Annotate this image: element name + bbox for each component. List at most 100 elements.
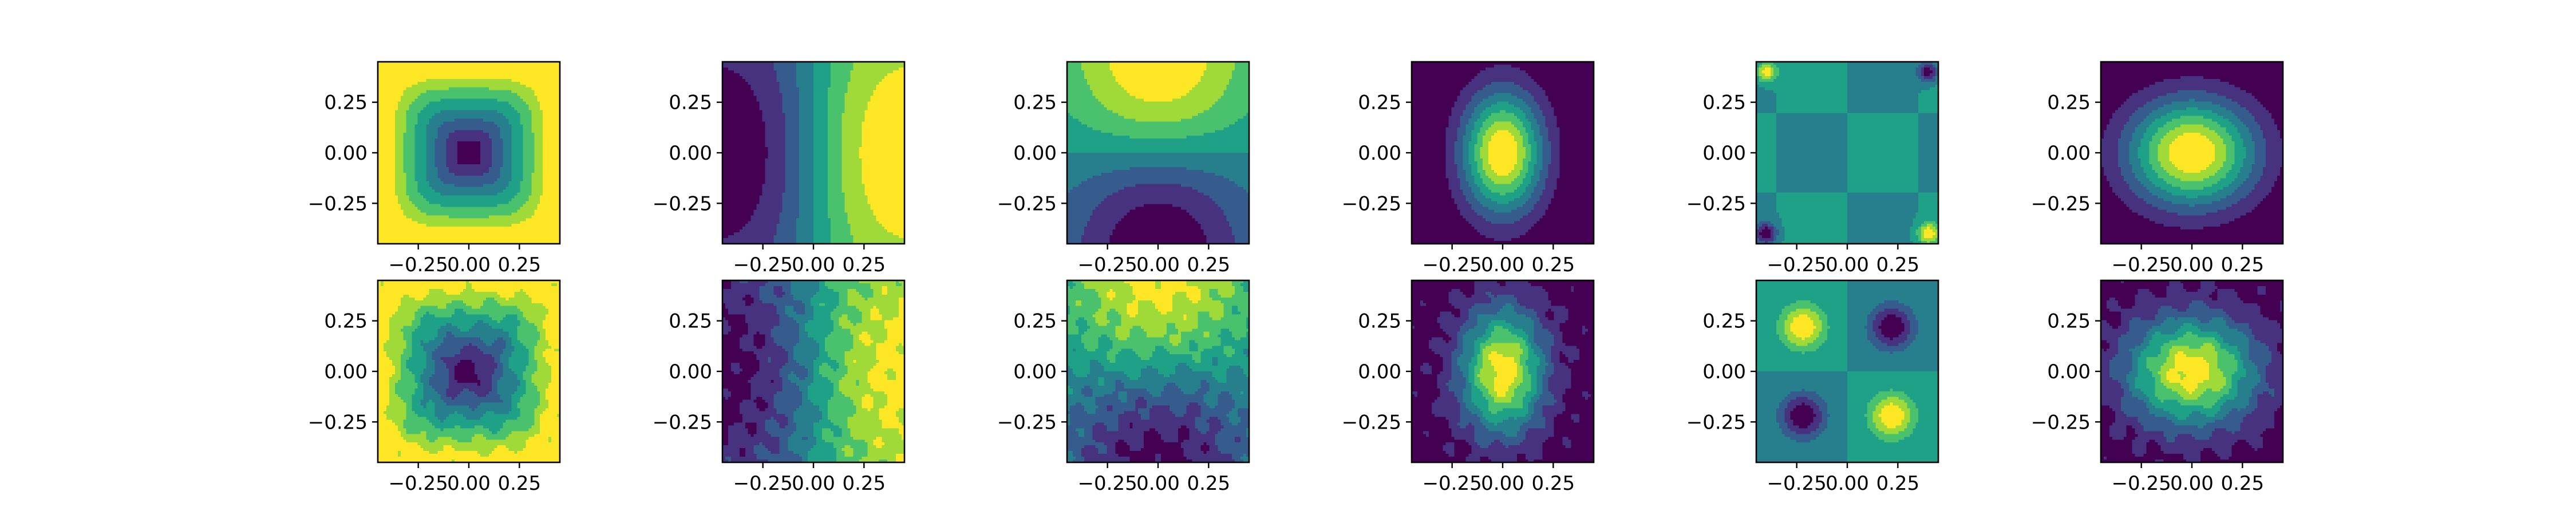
contour-cell [474,189,478,193]
contour-cell [816,98,820,102]
contour-cell [403,90,407,94]
contour-cell [469,221,472,224]
contour-cell [485,209,489,213]
contour-cell [383,76,387,80]
contour-cell [540,76,543,80]
contour-cell [466,172,469,176]
contour-cell [446,175,449,179]
contour-cell [753,64,757,68]
contour-cell [534,224,538,227]
contour-cell [386,198,390,202]
contour-cell [779,64,783,68]
contour-cell [765,93,769,97]
contour-cell [896,76,899,80]
contour-cell [557,153,560,156]
contour-cell [728,62,732,65]
contour-cell [446,90,449,94]
contour-cell [517,178,521,182]
contour-cell [480,104,484,108]
contour-cell [887,62,891,65]
contour-cell [452,84,455,88]
contour-cell [511,127,515,130]
contour-cell [497,158,501,162]
contour-cell [460,70,464,74]
contour-cell [540,207,543,210]
contour-cell [551,232,555,236]
contour-cell [394,87,398,91]
contour-cell [793,78,797,82]
contour-cell [474,204,478,208]
contour-cell [503,87,507,91]
contour-cell [437,153,441,156]
contour-cell [850,98,854,102]
contour-cell [879,87,882,91]
contour-cell [537,130,540,133]
contour-cell [505,118,509,122]
contour-cell [520,101,524,105]
contour-cell [830,87,834,91]
contour-cell [517,184,521,188]
contour-cell [859,67,863,71]
contour-cell [378,118,381,122]
contour-cell [497,70,501,74]
contour-cell [523,181,526,185]
contour-cell [537,218,540,221]
contour-cell [870,76,874,80]
contour-cell [514,81,518,85]
contour-cell [417,184,421,188]
contour-cell [455,187,458,191]
contour-cell [853,90,857,94]
contour-cell [514,212,518,216]
contour-cell [440,187,444,191]
contour-cell [546,167,549,171]
contour-cell [434,198,438,202]
contour-cell [443,127,447,130]
contour-cell [417,73,421,77]
contour-cell [736,76,740,80]
contour-cell [426,204,430,208]
contour-cell [394,204,398,208]
contour-cell [782,81,785,85]
contour-cell [531,107,535,111]
contour-cell [520,215,524,219]
contour-cell [730,64,734,68]
contour-cell [528,181,532,185]
contour-cell [406,175,410,179]
contour-cell [494,67,498,71]
contour-cell [423,70,427,74]
contour-cell [528,141,532,145]
contour-cell [460,84,464,88]
contour-cell [500,158,504,162]
contour-cell [440,178,444,182]
contour-cell [776,96,780,100]
contour-cell [543,147,546,150]
contour-cell [733,84,737,88]
contour-cell [557,215,560,219]
contour-cell [557,147,560,150]
contour-cell [526,101,529,105]
contour-cell [500,161,504,165]
contour-cell [394,96,398,100]
contour-cell [469,78,472,82]
contour-cell [554,96,558,100]
contour-cell [520,158,524,162]
contour-cell [420,181,424,185]
contour-cell [457,241,461,244]
contour-cell [543,204,546,208]
contour-cell [725,64,729,68]
contour-cell [793,73,797,77]
contour-cell [471,90,475,94]
contour-cell [494,172,498,176]
contour-cell [483,124,487,128]
contour-cell [457,215,461,219]
contour-cell [406,218,410,221]
contour-cell [540,121,543,125]
contour-cell [457,232,461,236]
contour-cell [528,178,532,182]
contour-cell [400,212,404,216]
contour-cell [386,101,390,105]
contour-cell [548,232,552,236]
contour-cell [389,221,393,224]
contour-cell [471,107,475,111]
contour-cell [446,81,449,85]
